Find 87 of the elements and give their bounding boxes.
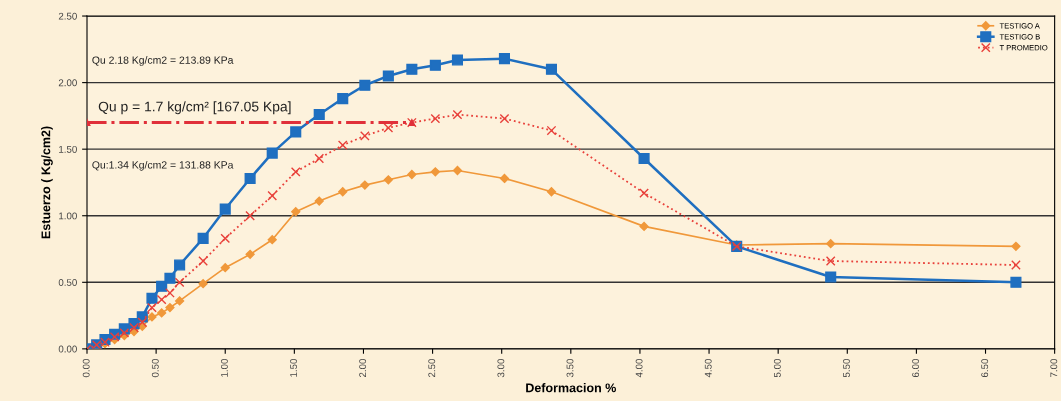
point — [338, 187, 348, 197]
point — [219, 203, 231, 215]
point — [825, 271, 837, 283]
point — [546, 125, 557, 136]
point — [406, 63, 418, 75]
point — [244, 172, 256, 185]
x-tick-label: 6.50 — [981, 358, 989, 378]
point — [174, 277, 185, 288]
point — [1011, 260, 1021, 270]
point — [429, 59, 441, 71]
y-tick-label: 2.50 — [58, 12, 77, 20]
x-tick-label: 2.00 — [359, 358, 367, 378]
x-tick-label: 0.00 — [82, 358, 90, 378]
point — [430, 167, 440, 177]
point — [290, 126, 302, 138]
point — [198, 279, 208, 289]
x-tick-label: 1.50 — [290, 358, 297, 377]
annotation: Qu p = 1.7 kg/cm² [167.05 Kpa] — [98, 101, 291, 115]
point — [638, 152, 650, 165]
point — [164, 272, 176, 284]
x-tick-label: 6.00 — [912, 358, 920, 378]
point — [545, 63, 558, 75]
point — [382, 70, 394, 82]
point — [1010, 276, 1022, 288]
x-tick-label: 1.00 — [220, 358, 228, 377]
point — [245, 210, 255, 221]
point — [825, 256, 836, 266]
annotation: Qu:1.34 Kg/cm2 = 131.88 KPa — [92, 160, 234, 171]
point — [174, 296, 185, 306]
point — [360, 180, 370, 190]
point — [337, 140, 348, 151]
point — [359, 79, 371, 91]
point — [198, 256, 208, 266]
y-tick-label: 2.00 — [58, 79, 77, 87]
y-tick-label: 0.50 — [58, 279, 77, 286]
point — [314, 196, 324, 206]
point — [266, 147, 278, 159]
point — [156, 294, 167, 305]
point — [165, 288, 175, 298]
point — [267, 235, 277, 245]
point — [639, 221, 649, 232]
point — [337, 93, 349, 105]
point — [313, 109, 325, 121]
y-tick-label: 0.00 — [58, 345, 77, 353]
y-axis-title: Estuerzo ( Kg/cm2) — [41, 126, 53, 239]
y-tick-label: 1.00 — [59, 212, 77, 220]
point — [147, 302, 157, 313]
x-tick-label: 4.50 — [704, 358, 712, 378]
point — [546, 187, 557, 197]
point — [1011, 241, 1021, 251]
point — [157, 308, 167, 318]
point — [147, 312, 157, 322]
y-tick-label: 1.50 — [59, 145, 77, 153]
x-tick-label: 3.50 — [566, 358, 574, 378]
point — [146, 292, 158, 304]
point — [129, 322, 139, 333]
point — [245, 249, 255, 259]
point — [498, 53, 511, 65]
x-tick-label: 0.50 — [151, 358, 159, 378]
point — [220, 233, 231, 244]
point — [451, 54, 464, 66]
point — [220, 263, 230, 273]
point — [826, 239, 836, 249]
point — [407, 169, 417, 180]
point — [359, 130, 370, 141]
point — [290, 166, 301, 177]
point — [499, 113, 510, 124]
point — [291, 207, 301, 217]
point — [430, 113, 441, 124]
point — [314, 153, 325, 164]
x-tick-label: 4.00 — [635, 358, 643, 378]
x-tick-label: 7.00 — [1050, 358, 1058, 378]
annotation: Qu 2.18 Kg/cm2 = 213.89 KPa — [92, 56, 234, 66]
point — [383, 123, 394, 133]
point — [452, 109, 463, 120]
point — [174, 259, 186, 271]
x-tick-label: 2.50 — [428, 358, 436, 378]
x-tick-label: 5.00 — [773, 358, 781, 378]
point — [639, 188, 649, 198]
x-axis-title: Deformacion % — [526, 383, 616, 393]
x-tick-label: 5.50 — [843, 358, 850, 378]
point — [137, 317, 148, 328]
x-tick-label: 3.00 — [497, 358, 505, 378]
point — [383, 175, 393, 185]
point — [197, 232, 209, 244]
point — [165, 302, 175, 313]
point — [267, 190, 278, 201]
